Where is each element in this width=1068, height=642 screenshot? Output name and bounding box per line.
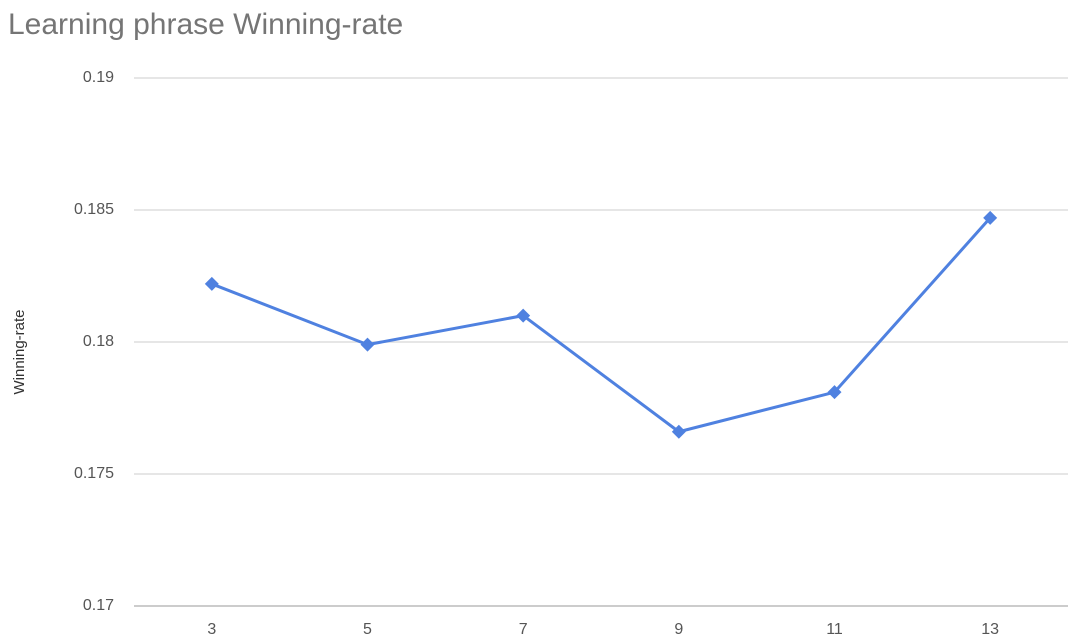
y-tick-label: 0.18 bbox=[83, 333, 114, 350]
point bbox=[671, 424, 686, 439]
x-tick-label: 9 bbox=[674, 621, 683, 638]
y-tick-label: 0.175 bbox=[74, 465, 114, 482]
point bbox=[983, 210, 998, 225]
y-tick-label: 0.19 bbox=[83, 69, 114, 86]
y-axis-label: Winning-rate bbox=[11, 309, 28, 394]
y-tick-label: 0.17 bbox=[83, 597, 114, 614]
point bbox=[204, 276, 219, 291]
point bbox=[516, 308, 531, 323]
chart-title: Learning phrase Winning-rate bbox=[8, 8, 403, 41]
x-tick-label: 7 bbox=[519, 621, 528, 638]
x-tick-label: 13 bbox=[981, 621, 999, 638]
x-tick-label: 11 bbox=[826, 621, 843, 638]
y-tick-label: 0.185 bbox=[74, 201, 114, 218]
point bbox=[360, 337, 375, 352]
x-tick-label: 3 bbox=[207, 621, 216, 638]
x-tick-label: 5 bbox=[363, 621, 372, 638]
point bbox=[827, 385, 842, 400]
line bbox=[211, 216, 992, 434]
